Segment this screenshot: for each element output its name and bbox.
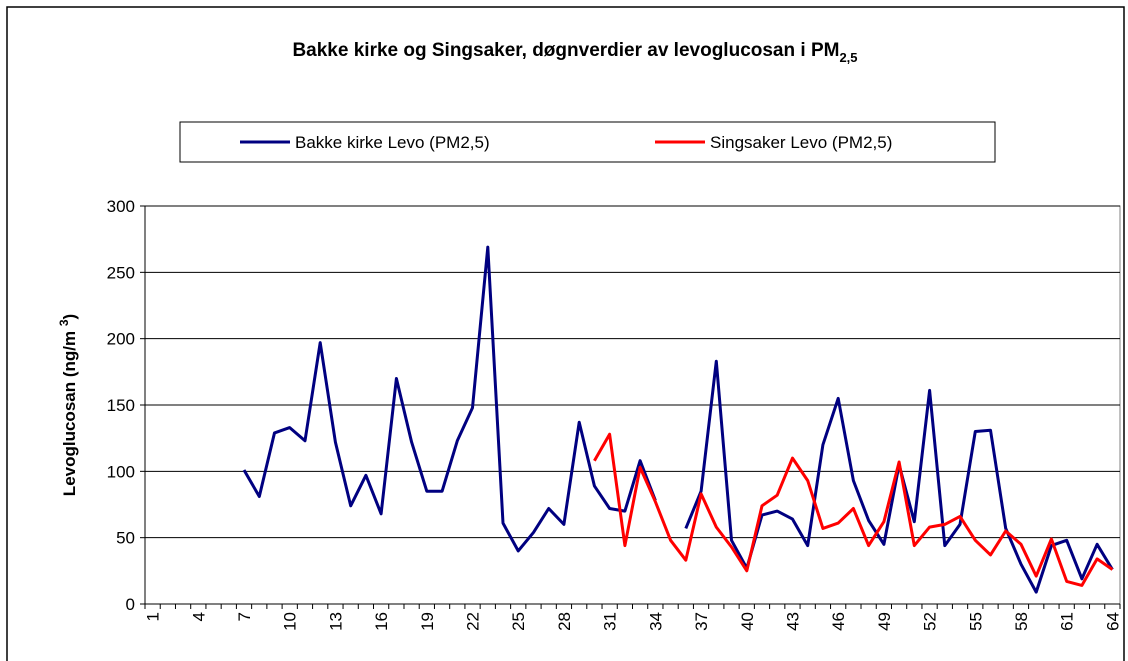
x-tick-label: 64 (1103, 612, 1122, 631)
x-tick-label: 52 (921, 612, 940, 631)
x-tick-label: 16 (372, 612, 391, 631)
x-tick-label: 37 (692, 612, 711, 631)
y-tick-label: 300 (107, 197, 135, 216)
y-axis-label: Levoglucosan (ng/m 3) (57, 314, 79, 496)
x-tick-label: 19 (418, 612, 437, 631)
y-tick-label: 0 (126, 595, 135, 614)
x-tick-label: 10 (281, 612, 300, 631)
series-line (593, 432, 1114, 587)
x-tick-label: 7 (235, 612, 254, 621)
x-tick-label: 25 (509, 612, 528, 631)
x-tick-label: 13 (326, 612, 345, 631)
legend-label: Bakke kirke Levo (PM2,5) (295, 133, 490, 152)
y-tick-label: 200 (107, 330, 135, 349)
title-subscript: 2,5 (839, 50, 857, 65)
y-tick-label: 250 (107, 263, 135, 282)
y-tick-label: 100 (107, 462, 135, 481)
y-label-superscript: 3 (57, 319, 71, 326)
y-label-text: ) (60, 314, 79, 320)
x-tick-label: 49 (875, 612, 894, 631)
x-tick-label: 31 (601, 612, 620, 631)
x-tick-label: 28 (555, 612, 574, 631)
x-tick-label: 40 (738, 612, 757, 631)
y-label-text: Levoglucosan (ng/m (60, 326, 79, 496)
x-tick-label: 55 (966, 612, 985, 631)
chart-title: Bakke kirke og Singsaker, døgnverdier av… (292, 40, 857, 65)
x-tick-label: 1 (144, 612, 163, 621)
y-tick-label: 50 (116, 529, 135, 548)
x-tick-label: 58 (1012, 612, 1031, 631)
x-tick-label: 43 (783, 612, 802, 631)
x-tick-label: 4 (189, 612, 208, 621)
y-tick-label: 150 (107, 396, 135, 415)
x-tick-label: 34 (646, 612, 665, 631)
legend-label: Singsaker Levo (PM2,5) (710, 133, 892, 152)
title-text: Bakke kirke og Singsaker, døgnverdier av… (292, 40, 839, 61)
x-tick-label: 46 (829, 612, 848, 631)
legend (179, 121, 996, 163)
x-tick-label: 22 (464, 612, 483, 631)
x-tick-label: 61 (1058, 612, 1077, 631)
